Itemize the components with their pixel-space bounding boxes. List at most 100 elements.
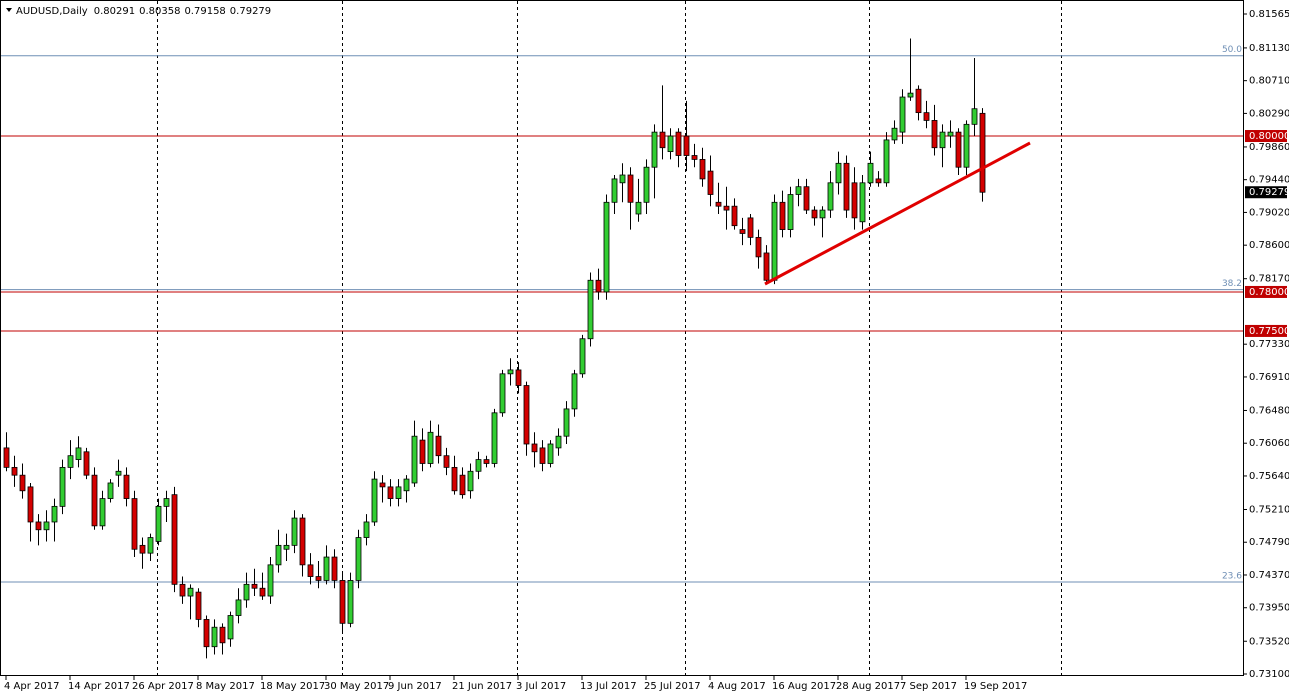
x-tick-label: 4 Aug 2017 [708,681,766,692]
candle-body [427,431,434,464]
candle-body [723,205,730,211]
chart-title: AUDUSD,Daily [16,6,88,17]
candle-body [755,236,762,258]
title-ohlc: 0.80358 [139,6,180,17]
candle-body [603,201,610,293]
candle-body [707,170,714,195]
candle-body [787,194,794,230]
candle-body [811,209,818,219]
price-label: 0.77500 [1249,326,1289,337]
candle-body [483,459,490,464]
candle-body [651,131,658,168]
candle-body [499,373,506,414]
fib-label: 23.6 [1222,571,1242,581]
y-tick-label: 0.81130 [1249,43,1289,54]
x-tick-label: 3 Jul 2017 [516,681,566,692]
candle-body [139,544,146,554]
candle-body [163,498,170,507]
x-tick-label: 18 May 2017 [260,681,325,692]
candle-body [75,447,82,460]
candle-body [715,201,722,207]
candle-body [315,576,322,581]
period-separators [157,1,1062,675]
candle-body [339,580,346,624]
y-tick-label: 0.79860 [1249,142,1289,153]
candle-body [979,112,986,193]
candle-body [59,466,66,507]
x-tick-label: 13 Jul 2017 [580,681,637,692]
candle-body [267,564,274,597]
x-tick-label: 25 Jul 2017 [644,681,701,692]
candle-body [99,498,106,527]
candle-body [371,478,378,523]
candle-body [843,162,850,211]
fib-label: 50.0 [1222,45,1242,55]
candle-body [395,486,402,499]
candle-body [643,166,650,203]
candle-body [51,505,58,523]
candle-body [403,478,410,492]
candle-body [899,96,906,133]
candle-body [891,127,898,141]
candle-body [571,373,578,410]
candle-body [83,451,90,476]
candle-body [467,470,474,492]
y-tick-label: 0.76910 [1249,372,1289,383]
candle-body [691,155,698,160]
candle-body [475,459,482,472]
candle-body [419,439,426,464]
x-tick-label: 14 Apr 2017 [68,681,130,692]
candle-body [683,135,690,156]
candle-body [251,583,258,589]
x-tick-label: 19 Sep 2017 [964,681,1027,692]
candle-body [523,385,530,445]
y-tick-label: 0.74370 [1249,570,1289,581]
candle-body [507,369,514,375]
y-tick-label: 0.78600 [1249,240,1289,251]
candle-body [595,279,602,293]
candle-body [659,131,666,149]
candle-body [275,544,282,566]
y-tick-label: 0.75640 [1249,471,1289,482]
y-tick-label: 0.73520 [1249,636,1289,647]
y-tick-label: 0.77330 [1249,339,1289,350]
candle-body [355,537,362,581]
candle-body [835,162,842,184]
candle-body [875,178,882,184]
y-tick-label: 0.80710 [1249,76,1289,87]
candle-body [91,474,98,527]
candle-body [11,466,18,476]
candle-body [947,131,954,137]
y-tick-label: 0.76060 [1249,438,1289,449]
candle-body [611,178,618,203]
candle-body [587,279,594,340]
candle-body [195,591,202,620]
candle-body [883,139,890,184]
candle-body [971,108,978,125]
candle-body [915,88,922,114]
candle-body [491,412,498,464]
trend-line [764,141,1031,286]
candle-body [739,229,746,234]
candle-body [35,521,42,531]
candle-body [539,447,546,464]
price-label-box [1245,324,1287,337]
x-tick-label: 28 Aug 2017 [836,681,900,692]
candle-body [179,583,186,597]
candle-body [859,182,866,223]
candle-body [667,135,674,153]
title-ohlc: 0.79279 [230,6,271,17]
candle-body [171,494,178,585]
candle-body [907,92,914,98]
candle-body [115,470,122,476]
candle-body [763,252,770,281]
candle-body [243,583,250,601]
candle-body [331,556,338,581]
candle-body [19,474,26,492]
y-tick-label: 0.73100 [1249,669,1289,680]
candle-body [131,498,138,550]
title-ohlc: 0.80291 [94,6,135,17]
price-label-box [1245,285,1287,298]
candle-body [515,369,522,386]
